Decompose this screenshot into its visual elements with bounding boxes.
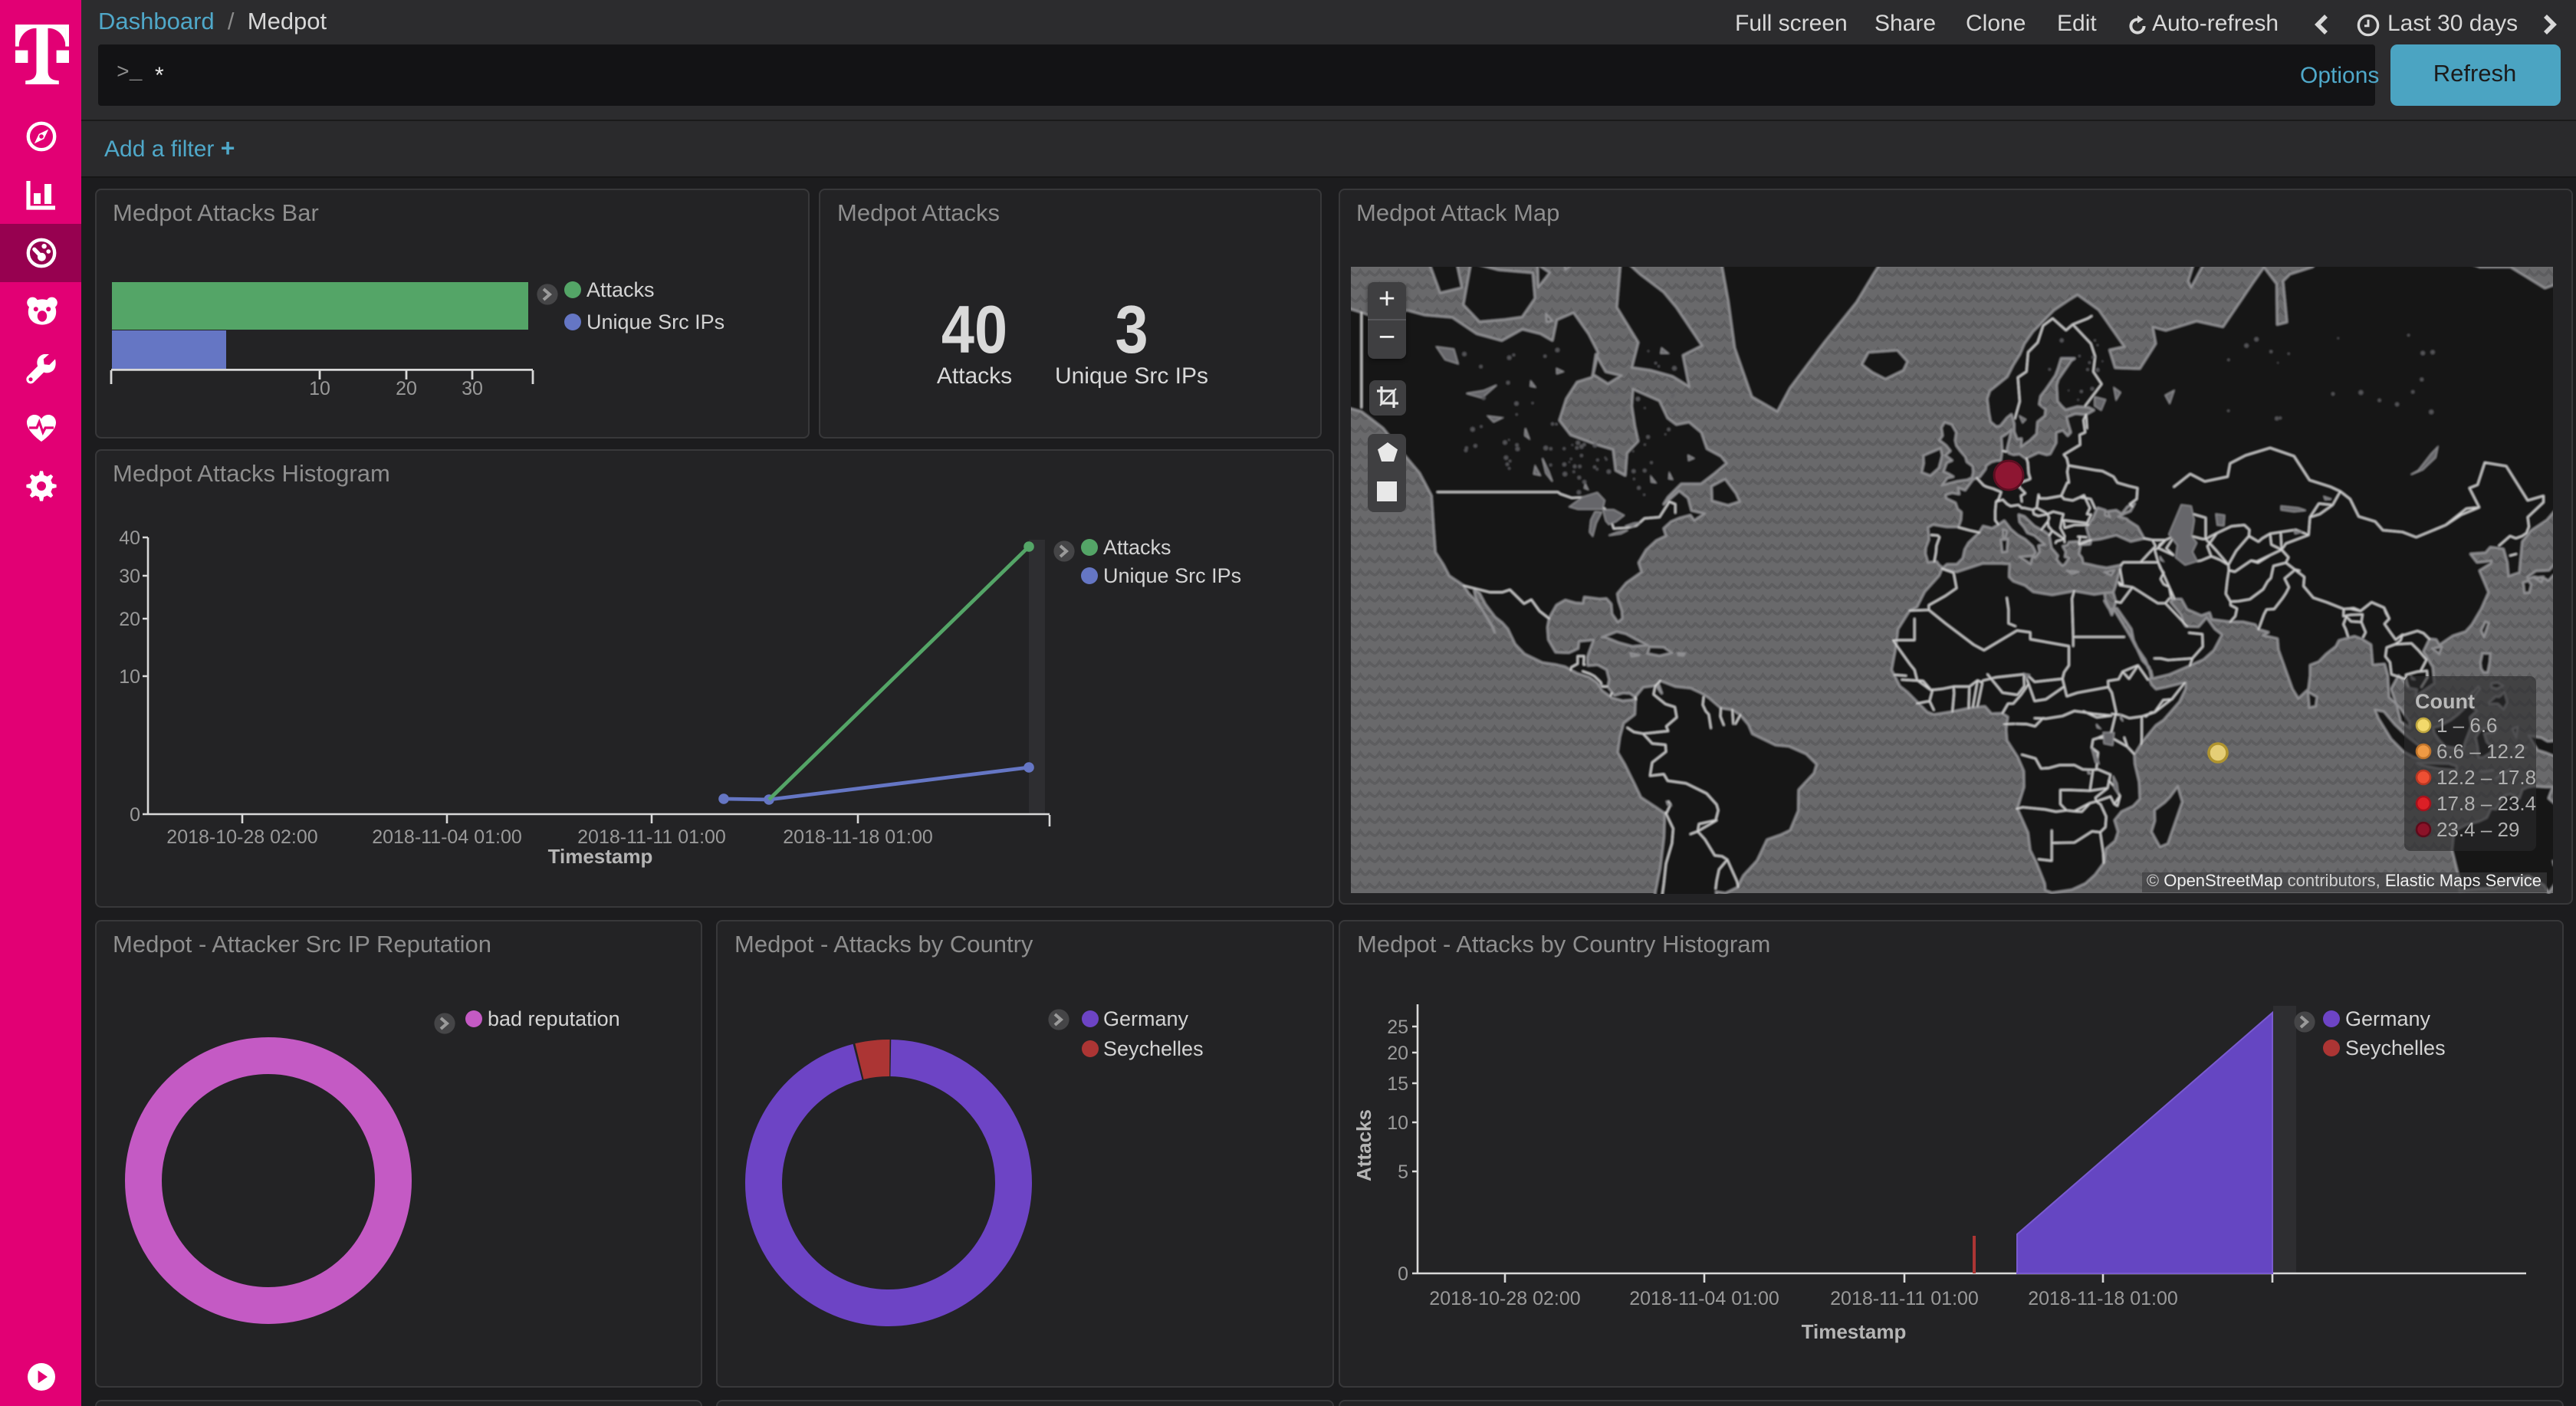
svg-text:Unique Src IPs: Unique Src IPs <box>1102 564 1240 587</box>
svg-text:Unique Src IPs: Unique Src IPs <box>586 310 724 333</box>
svg-text:0: 0 <box>1398 1263 1408 1285</box>
svg-text:2018-11-18 01:00: 2018-11-18 01:00 <box>782 826 932 848</box>
svg-text:Timestamp: Timestamp <box>547 845 652 868</box>
svg-text:10: 10 <box>1387 1112 1408 1134</box>
svg-text:10: 10 <box>118 666 140 688</box>
svg-text:bad reputation: bad reputation <box>487 1007 619 1030</box>
svg-text:2018-10-28 02:00: 2018-10-28 02:00 <box>1429 1288 1580 1309</box>
svg-text:Germany: Germany <box>2345 1007 2431 1030</box>
svg-text:6.6 – 12.2: 6.6 – 12.2 <box>2436 740 2525 763</box>
svg-text:Germany: Germany <box>1103 1007 1189 1030</box>
svg-text:1 – 6.6: 1 – 6.6 <box>2436 714 2498 737</box>
svg-text:Attacks: Attacks <box>586 278 654 301</box>
svg-text:10: 10 <box>308 378 330 399</box>
svg-text:2018-11-11 01:00: 2018-11-11 01:00 <box>1830 1288 1979 1309</box>
svg-text:2018-11-04 01:00: 2018-11-04 01:00 <box>371 826 521 848</box>
svg-text:Timestamp: Timestamp <box>1802 1320 1907 1343</box>
svg-text:30: 30 <box>461 378 482 399</box>
svg-text:Seychelles: Seychelles <box>1103 1037 1204 1060</box>
svg-text:Attacks: Attacks <box>1102 536 1171 559</box>
svg-text:12.2 – 17.8: 12.2 – 17.8 <box>2436 766 2536 789</box>
svg-text:25: 25 <box>1387 1017 1408 1038</box>
svg-text:2018-11-18 01:00: 2018-11-18 01:00 <box>2028 1288 2178 1309</box>
svg-text:Seychelles: Seychelles <box>2345 1036 2446 1059</box>
svg-text:5: 5 <box>1398 1161 1408 1183</box>
svg-text:17.8 – 23.4: 17.8 – 23.4 <box>2436 792 2536 815</box>
svg-text:20: 20 <box>1387 1043 1408 1064</box>
svg-text:15: 15 <box>1387 1073 1408 1095</box>
svg-text:2018-11-11 01:00: 2018-11-11 01:00 <box>577 826 725 848</box>
svg-text:20: 20 <box>395 378 416 399</box>
svg-text:23.4 – 29: 23.4 – 29 <box>2436 818 2519 841</box>
svg-text:2018-10-28 02:00: 2018-10-28 02:00 <box>166 826 317 848</box>
svg-text:Attacks: Attacks <box>1352 1109 1375 1181</box>
svg-text:0: 0 <box>129 804 140 826</box>
svg-text:40: 40 <box>118 527 140 549</box>
svg-text:2018-11-04 01:00: 2018-11-04 01:00 <box>1629 1288 1779 1309</box>
svg-text:30: 30 <box>118 566 140 587</box>
svg-text:20: 20 <box>118 609 140 630</box>
